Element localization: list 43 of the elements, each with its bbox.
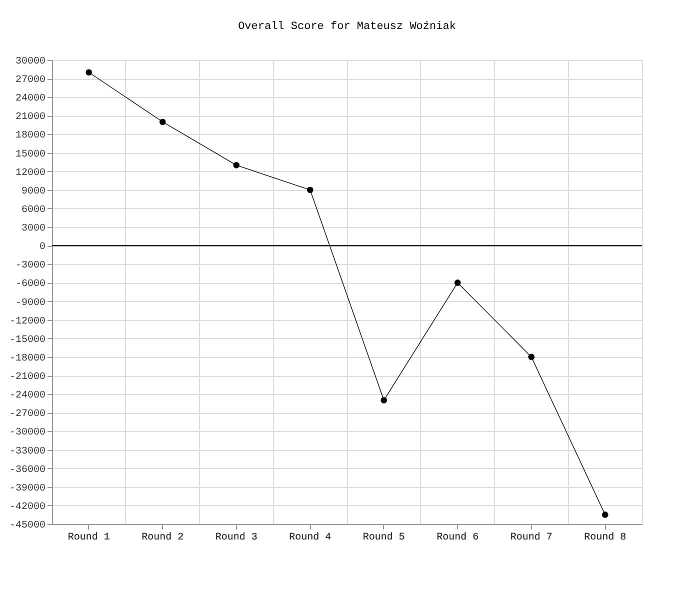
x-tick-label: Round 6 [436,532,479,544]
y-tick-label: 9000 [21,186,46,198]
y-tick-label: -18000 [9,353,46,364]
chart-title: Overall Score for Mateusz Woźniak [238,21,456,33]
y-tick-label: 30000 [15,56,46,68]
y-tick-label: -30000 [9,428,46,439]
y-tick-label: 18000 [15,130,46,142]
y-tick-label: -9000 [15,298,46,309]
y-tick-label: 24000 [15,94,46,105]
point [380,397,388,404]
y-tick-label: 3000 [21,224,46,235]
x-tick-label: Round 5 [362,532,405,544]
y-tick-label: 15000 [15,149,46,160]
y-tick-label: 27000 [15,75,46,86]
y-tick-label: -27000 [9,409,46,420]
y-tick-label: -15000 [9,334,46,346]
x-tick-label: Round 3 [215,532,258,544]
y-tick-label: 21000 [15,112,46,124]
y-tick-label: -33000 [9,446,46,458]
y-tick-label: -45000 [9,520,46,532]
point [602,512,608,518]
y-tick-label: -24000 [9,390,46,402]
x-tick-label: Round 8 [584,532,626,544]
point [528,354,535,360]
x-tick-label: Round 2 [142,532,184,544]
point [306,186,314,194]
y-tick-label: -21000 [9,372,46,384]
point [233,162,240,168]
y-tick-label: -42000 [9,502,46,513]
y-tick-label: -12000 [9,316,46,328]
x-tick-label: Round 4 [289,532,332,544]
y-tick-label: 12000 [15,168,46,179]
y-tick-label: -36000 [9,464,46,476]
point [159,118,166,126]
point [454,280,461,286]
y-tick-label: -39000 [9,483,46,494]
point [86,69,92,76]
y-tick-label: 0 [39,242,46,254]
y-tick-label: 6000 [21,204,46,216]
y-tick-label: -6000 [15,279,46,290]
x-tick-label: Round 7 [510,532,552,544]
y-tick-label: -3000 [15,260,46,272]
x-tick-label: Round 1 [68,532,110,544]
